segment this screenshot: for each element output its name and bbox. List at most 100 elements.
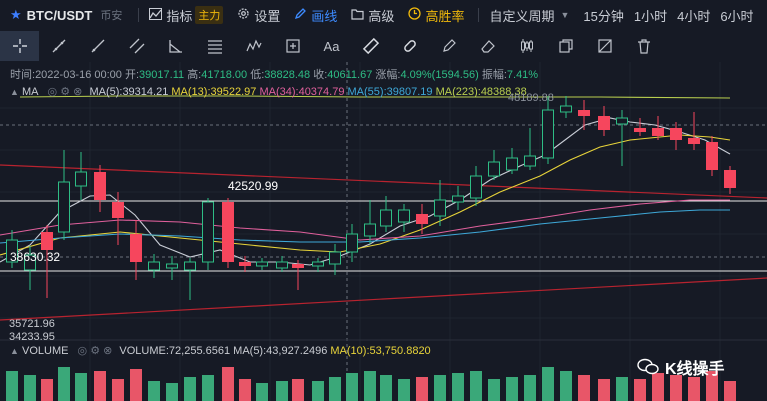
candle-body [616,117,628,125]
indicator-icon [149,7,163,23]
candle-body [112,202,124,218]
ray-icon [91,39,104,53]
crosshair-tool[interactable] [0,31,39,61]
candle-body [256,261,268,267]
volume-ma5-value: MA(5):43,927.2496 [233,345,328,357]
amplitude-value: 7.41% [506,69,539,81]
candle-body [75,171,87,187]
measure-tool[interactable] [351,31,390,61]
resistance-price-label: 42520.99 [228,179,279,193]
win-rate-button[interactable]: 高胜率 [408,6,464,25]
magnet-tool[interactable] [390,31,429,61]
indicator-badge: 主力 [195,6,224,24]
candle-body [416,214,428,224]
collapse-icon[interactable]: ▲ [10,346,19,356]
volume-bar [184,377,196,401]
period-4h[interactable]: 4小时 [677,8,711,24]
close-icon[interactable]: ⊗ [73,86,83,98]
volume-bar [130,369,142,401]
close-value: 40611.67 [327,69,373,81]
pen-icon [442,39,456,52]
volume-bar [652,373,664,401]
eye-icon[interactable]: ◎ [77,345,88,357]
delete-tool[interactable] [624,31,663,61]
volume-bar [598,379,610,401]
eye-icon[interactable]: ◎ [47,86,58,98]
volume-bar [166,383,178,401]
candle-body [542,109,554,159]
high-value: 41718.00 [201,69,248,81]
gear-icon[interactable]: ⚙ [60,86,71,98]
candle-body [58,181,70,233]
candle-body [329,251,341,265]
candle-body [434,199,446,217]
volume-name: VOLUME [21,345,69,357]
candle-body [346,233,358,253]
text-tool[interactable]: Aa [312,31,351,61]
rect-tool[interactable] [273,31,312,61]
wave-tool[interactable] [234,31,273,61]
volume-bar [312,381,324,401]
draw-button[interactable]: 画线 [294,6,337,25]
period-1h[interactable]: 1小时 [633,8,668,24]
indicator-button[interactable]: 指标 主力 [149,6,224,25]
candle-body [560,105,572,113]
channel-tool[interactable] [117,31,156,61]
volume-bar [506,377,518,401]
candles-icon [520,39,533,53]
close-icon[interactable]: ⊗ [103,345,113,357]
custom-period-dropdown[interactable]: 自定义周期 ▼ [489,6,569,25]
advanced-label: 高级 [368,8,395,24]
candle-body [706,142,718,170]
volume-bar [222,367,234,401]
pen-tool[interactable] [429,31,468,61]
gear-icon[interactable]: ⚙ [90,345,101,357]
support-price-label: 38630.32 [10,250,61,264]
volume-bars [6,367,736,401]
drawing-toolbar: Aa [0,31,767,61]
candle-body [41,232,53,250]
candle-body [202,201,214,263]
candle-tool[interactable] [507,31,546,61]
ruler-icon [362,37,379,55]
settings-button[interactable]: 设置 [237,6,280,25]
copy-tool[interactable] [546,31,585,61]
trend-line-tool[interactable] [39,31,78,61]
text-icon: Aa [323,38,340,54]
symbol-label[interactable]: BTC/USDT [26,7,93,23]
collapse-icon[interactable]: ▲ [10,87,19,97]
candle-body [452,195,464,203]
upper-trendline[interactable] [0,164,767,199]
advanced-button[interactable]: 高级 [351,6,394,25]
volume-bar [416,377,428,401]
candle-body [398,209,410,223]
lower-trendline[interactable] [0,277,767,321]
candle-body [506,157,518,171]
change-value: 4.09%(1594.56) [400,69,479,81]
fib-tool[interactable] [195,31,234,61]
visibility-tool[interactable] [585,31,624,61]
period-15m[interactable]: 15分钟 [583,8,624,24]
top-bar: ★ BTC/USDT 币安 指标 主力 设置 画线 高级 高胜率 自定义周期 ▼ [0,0,767,30]
settings-label: 设置 [254,8,281,24]
watermark-text: K线操手 [665,361,725,378]
win-rate-label: 高胜率 [425,8,465,24]
volume-bar [239,379,251,401]
eraser-tool[interactable] [468,31,507,61]
candlesticks [6,96,736,300]
star-icon[interactable]: ★ [10,7,22,22]
volume-bar [94,371,106,401]
ray-tool[interactable] [78,31,117,61]
amplitude-label: 振幅: [481,69,507,81]
candle-body [724,170,736,188]
candle-body [148,261,160,271]
angle-icon [168,40,182,53]
volume-bar [380,375,392,401]
time-value: 2022-03-16 00:00 [35,69,122,81]
volume-bar [24,375,36,401]
angle-tool[interactable] [156,31,195,61]
period-6h[interactable]: 6小时 [720,8,754,24]
ma-line [0,199,730,241]
candle-body [94,172,106,200]
